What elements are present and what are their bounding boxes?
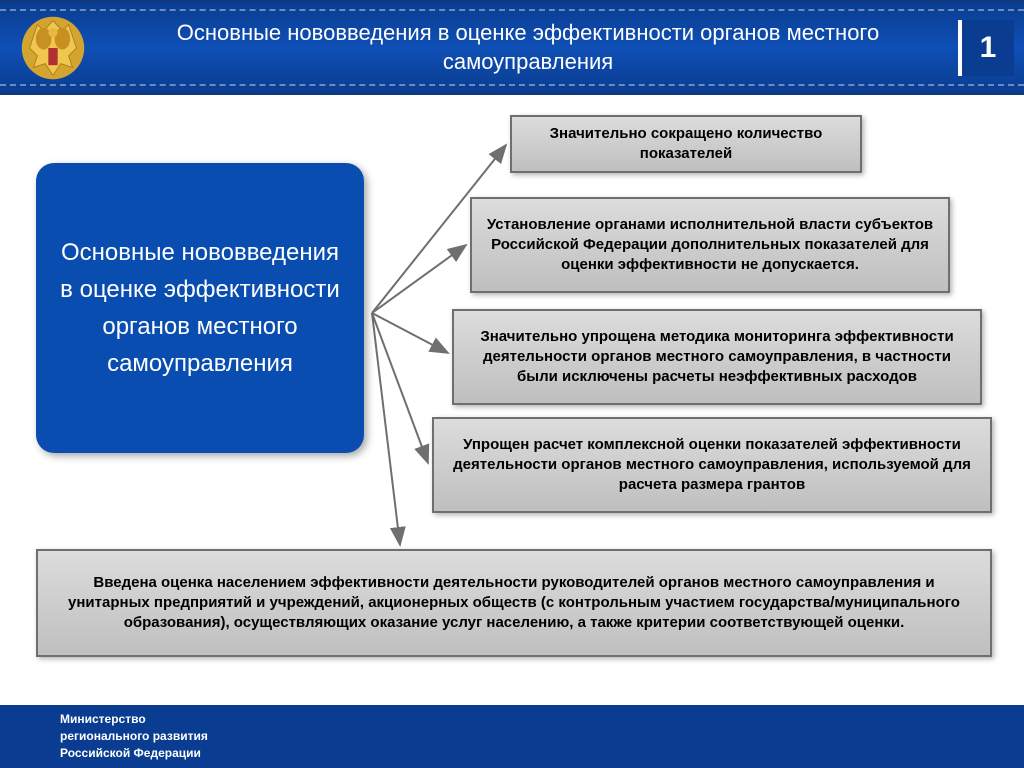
info-box-4: Упрощен расчет комплексной оценки показа… <box>432 417 992 513</box>
info-box-text-1: Значительно сокращено количество показат… <box>526 124 846 165</box>
central-topic-text: Основные нововведения в оценке эффективн… <box>56 234 344 383</box>
header-stitch-bottom <box>0 84 1024 86</box>
info-box-1: Значительно сокращено количество показат… <box>510 115 862 173</box>
page-number: 1 <box>958 20 1014 76</box>
header-stitch-top <box>0 9 1024 11</box>
info-box-text-5: Введена оценка населением эффективности … <box>52 573 976 634</box>
diagram-canvas: Основные нововведения в оценке эффективн… <box>0 95 1024 705</box>
info-box-text-2: Установление органами исполнительной вла… <box>486 215 934 276</box>
info-box-3: Значительно упрощена методика мониторинг… <box>452 309 982 405</box>
info-box-text-3: Значительно упрощена методика мониторинг… <box>468 327 966 388</box>
central-topic-box: Основные нововведения в оценке эффективн… <box>36 163 364 453</box>
info-box-text-4: Упрощен расчет комплексной оценки показа… <box>448 435 976 496</box>
emblem-icon <box>8 3 98 93</box>
slide-header: Основные нововведения в оценке эффективн… <box>0 0 1024 95</box>
footer-text: Министерстворегионального развитияРоссий… <box>60 711 208 761</box>
slide-footer: Министерстворегионального развитияРоссий… <box>0 705 1024 768</box>
info-box-5: Введена оценка населением эффективности … <box>36 549 992 657</box>
slide-title: Основные нововведения в оценке эффективн… <box>98 19 958 76</box>
info-box-2: Установление органами исполнительной вла… <box>470 197 950 293</box>
